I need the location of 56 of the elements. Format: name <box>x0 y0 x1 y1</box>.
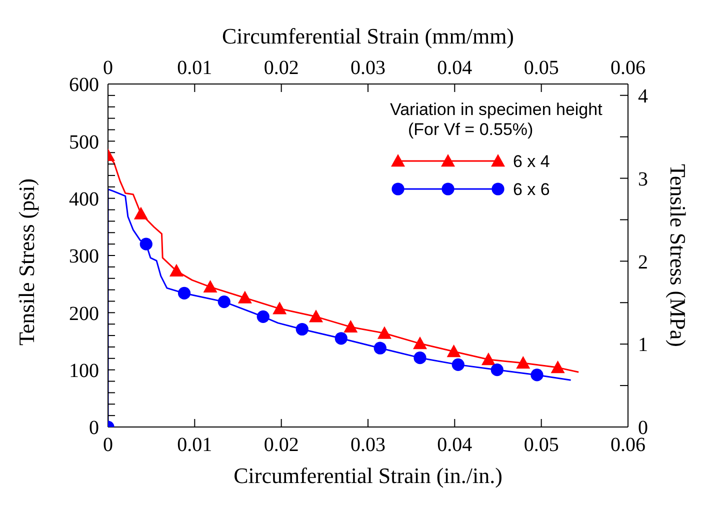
legend-title: Variation in specimen height (For Vf = 0.55%) <box>390 100 603 139</box>
point <box>178 286 191 300</box>
x2-axis-title: Circumferential Strain (mm/mm) <box>222 24 514 49</box>
x2-tick-label: 0.06 <box>610 434 646 456</box>
point <box>203 280 218 293</box>
point <box>516 356 530 369</box>
x2-tick-label: 0.01 <box>177 434 212 456</box>
point <box>334 332 348 345</box>
x-tick-label: 0 <box>103 57 113 79</box>
point <box>452 358 464 371</box>
y2-tick-label: 1 <box>638 334 648 356</box>
point <box>272 302 287 314</box>
point <box>490 364 504 376</box>
point <box>169 264 184 277</box>
x-tick-label: 0.03 <box>350 57 386 79</box>
point <box>309 310 323 322</box>
x-tick-label: 0.02 <box>264 57 299 79</box>
y-tick-label: 300 <box>69 246 99 268</box>
point <box>413 336 427 350</box>
point <box>344 320 358 333</box>
point <box>256 310 270 323</box>
x2-tick-label: 0.05 <box>524 434 559 456</box>
x2-tick-label: 0.04 <box>437 434 472 456</box>
y-tick-label: 100 <box>69 360 99 382</box>
point <box>374 342 386 354</box>
y2-tick-label: 4 <box>638 85 648 108</box>
point <box>218 296 230 308</box>
point <box>481 352 496 366</box>
point <box>134 206 148 220</box>
point <box>414 352 426 364</box>
point <box>530 368 544 382</box>
y2-tick-label: 2 <box>638 251 648 274</box>
y-tick-label: 600 <box>69 74 99 96</box>
x-axis-title: Circumferential Strain (in./in.) <box>234 463 502 488</box>
legend-label: 6 x 6 <box>513 180 550 199</box>
point <box>140 238 152 250</box>
point <box>296 322 308 336</box>
point <box>446 344 461 358</box>
y-tick-label: 500 <box>69 131 99 154</box>
x2-tick-label: 0.02 <box>264 434 299 456</box>
x2-tick-label: 0.03 <box>350 434 386 456</box>
point <box>550 360 565 374</box>
x-tick-label: 0.01 <box>177 57 212 79</box>
legend-label: 6 x 4 <box>513 152 550 171</box>
y-tick-label: 200 <box>69 302 99 325</box>
y2-axis-title: Tensile Stress (MPa) <box>666 164 691 347</box>
y-tick-label: 400 <box>69 188 99 210</box>
y-axis-title: Tensile Stress (psi) <box>14 178 39 346</box>
x2-tick-label: 0 <box>103 434 113 456</box>
x-tick-label: 0.04 <box>437 57 472 79</box>
point <box>377 326 392 339</box>
y2-tick-label: 3 <box>638 168 648 190</box>
point <box>238 290 252 304</box>
x-tick-label: 0.05 <box>524 57 559 79</box>
y-tick-label: 0 <box>89 417 99 440</box>
x-tick-label: 0.06 <box>610 57 646 79</box>
